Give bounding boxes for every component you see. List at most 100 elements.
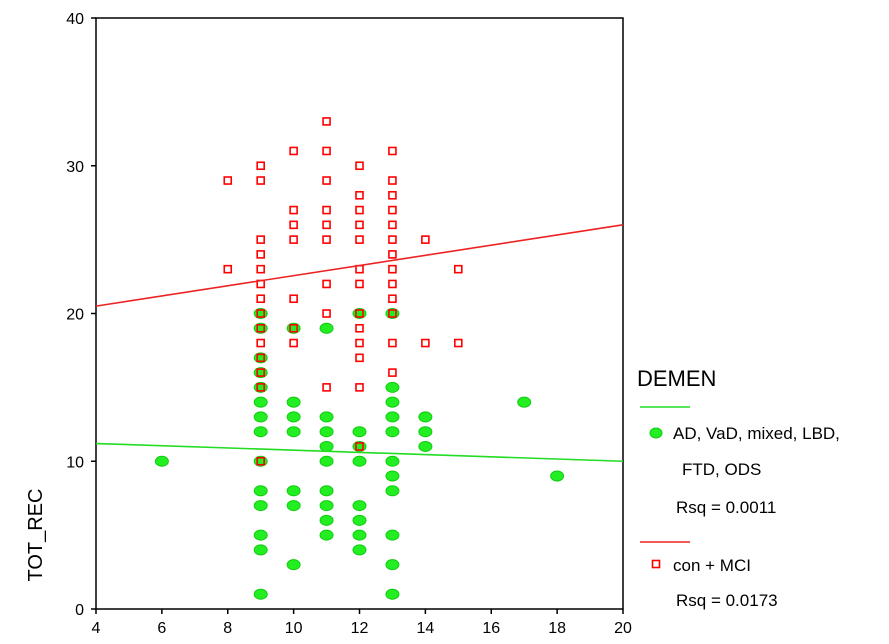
x-tick-label: 10: [285, 620, 303, 637]
data-point-con-mci: [355, 309, 364, 318]
series-layer: [95, 117, 624, 600]
data-point-dementia: [286, 396, 301, 408]
x-tick-label: 12: [351, 620, 369, 637]
data-point-dementia: [319, 411, 334, 423]
data-point-con-mci: [322, 146, 331, 156]
data-point-con-mci: [322, 220, 331, 230]
data-point-con-mci: [355, 323, 364, 333]
data-point-con-mci: [355, 191, 364, 200]
data-point-con-mci: [322, 279, 331, 289]
y-axis-title: TOT_REC: [25, 489, 47, 582]
data-point-con-mci: [388, 191, 397, 200]
data-point-con-mci: [322, 205, 331, 215]
legend-label-dementia-line1: AD, VaD, mixed, LBD,: [673, 424, 840, 443]
data-point-con-mci: [256, 264, 265, 274]
data-point-dementia: [253, 544, 268, 556]
data-point-con-mci: [355, 205, 364, 215]
x-axis: 4 6 8 10 12 14 16 18 20: [92, 609, 632, 637]
data-point-con-mci: [289, 205, 298, 215]
data-point-con-mci: [322, 383, 331, 392]
x-tick-label: 8: [223, 620, 232, 637]
data-point-con-mci: [388, 220, 397, 230]
data-point-con-mci: [289, 220, 298, 230]
data-point-con-mci: [355, 220, 364, 230]
data-point-con-mci: [256, 294, 265, 304]
data-point-con-mci: [355, 279, 364, 289]
data-point-dementia: [319, 500, 334, 512]
data-point-dementia: [319, 529, 334, 541]
data-point-con-mci: [355, 235, 364, 244]
legend-marker-con-mci: [651, 559, 661, 569]
data-point-con-mci: [388, 264, 397, 274]
data-point-con-mci: [322, 309, 331, 318]
data-point-con-mci: [388, 176, 397, 185]
data-point-dementia: [286, 485, 301, 497]
data-point-con-mci: [388, 279, 397, 289]
data-point-dementia: [385, 426, 400, 438]
legend-rsq-dementia: Rsq = 0.0011: [676, 498, 776, 517]
data-point-dementia: [352, 426, 367, 438]
data-point-con-mci: [256, 353, 265, 363]
data-point-dementia: [352, 514, 367, 526]
y-tick-label: 30: [66, 159, 84, 176]
fit-line-con-mci: [95, 224, 624, 307]
data-point-dementia: [385, 381, 400, 393]
data-point-dementia: [319, 485, 334, 497]
data-point-dementia: [253, 529, 268, 541]
x-tick-label: 6: [157, 620, 166, 637]
data-point-con-mci: [289, 323, 298, 333]
data-point-con-mci: [256, 161, 265, 171]
data-point-dementia: [385, 411, 400, 423]
data-point-con-mci: [388, 338, 397, 348]
data-point-con-mci: [256, 176, 265, 185]
x-tick-label: 16: [482, 620, 500, 637]
data-point-dementia: [517, 396, 532, 408]
data-point-con-mci: [421, 235, 430, 244]
data-point-con-mci: [355, 383, 364, 392]
x-tick-label: 20: [614, 620, 632, 637]
data-point-dementia: [253, 485, 268, 497]
data-point-con-mci: [256, 235, 265, 244]
data-point-dementia: [352, 544, 367, 556]
data-point-con-mci: [256, 383, 265, 392]
data-point-dementia: [253, 500, 268, 512]
data-point-dementia: [418, 440, 433, 452]
data-point-con-mci: [388, 146, 397, 156]
data-point-con-mci: [421, 338, 430, 348]
legend: DEMEN AD, VaD, mixed, LBD, FTD, ODS Rsq = …: [637, 366, 840, 610]
x-tick-label: 18: [548, 620, 566, 637]
data-point-dementia: [253, 426, 268, 438]
data-point-con-mci: [388, 235, 397, 244]
data-point-dementia: [385, 470, 400, 482]
legend-label-con-mci: con + MCI: [673, 556, 751, 575]
data-point-con-mci: [388, 250, 397, 259]
data-point-con-mci: [256, 250, 265, 259]
data-point-con-mci: [355, 353, 364, 363]
fit-line-dementia: [95, 442, 624, 463]
data-point-dementia: [418, 426, 433, 438]
data-point-dementia: [385, 396, 400, 408]
data-point-dementia: [385, 485, 400, 497]
data-point-dementia: [286, 411, 301, 423]
data-point-dementia: [385, 559, 400, 571]
data-point-con-mci: [223, 176, 233, 185]
data-point-dementia: [319, 514, 334, 526]
legend-title: DEMEN: [637, 366, 716, 391]
data-point-con-mci: [355, 338, 364, 348]
data-point-dementia: [253, 411, 268, 423]
data-point-dementia: [154, 455, 169, 467]
data-point-dementia: [550, 470, 565, 482]
data-point-dementia: [319, 455, 334, 467]
data-point-dementia: [319, 322, 334, 334]
data-point-con-mci: [256, 338, 265, 348]
x-tick-label: 14: [416, 620, 434, 637]
data-point-con-mci: [355, 161, 364, 171]
data-point-dementia: [352, 500, 367, 512]
legend-marker-dementia: [649, 427, 663, 439]
data-point-con-mci: [223, 264, 233, 274]
data-point-dementia: [253, 588, 268, 600]
data-point-dementia: [385, 588, 400, 600]
y-tick-label: 0: [75, 602, 84, 619]
data-point-con-mci: [355, 442, 364, 451]
